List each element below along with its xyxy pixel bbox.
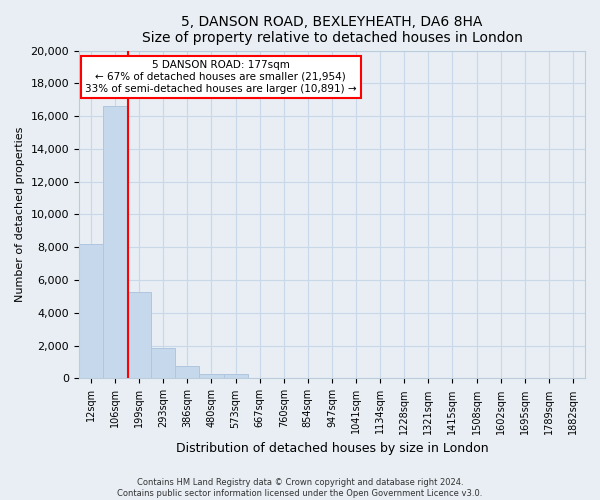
Text: Contains HM Land Registry data © Crown copyright and database right 2024.
Contai: Contains HM Land Registry data © Crown c… (118, 478, 482, 498)
Bar (127, 292, 151, 378)
Bar (79, 244, 103, 378)
X-axis label: Distribution of detached houses by size in London: Distribution of detached houses by size … (176, 442, 488, 455)
Bar (151, 348, 175, 378)
Y-axis label: Number of detached properties: Number of detached properties (15, 127, 25, 302)
Text: 5 DANSON ROAD: 177sqm
← 67% of detached houses are smaller (21,954)
33% of semi-: 5 DANSON ROAD: 177sqm ← 67% of detached … (85, 60, 356, 94)
Title: 5, DANSON ROAD, BEXLEYHEATH, DA6 8HA
Size of property relative to detached house: 5, DANSON ROAD, BEXLEYHEATH, DA6 8HA Siz… (142, 15, 523, 45)
Bar (175, 366, 199, 378)
Bar (199, 374, 224, 378)
Bar (224, 374, 248, 378)
Bar (103, 106, 127, 378)
